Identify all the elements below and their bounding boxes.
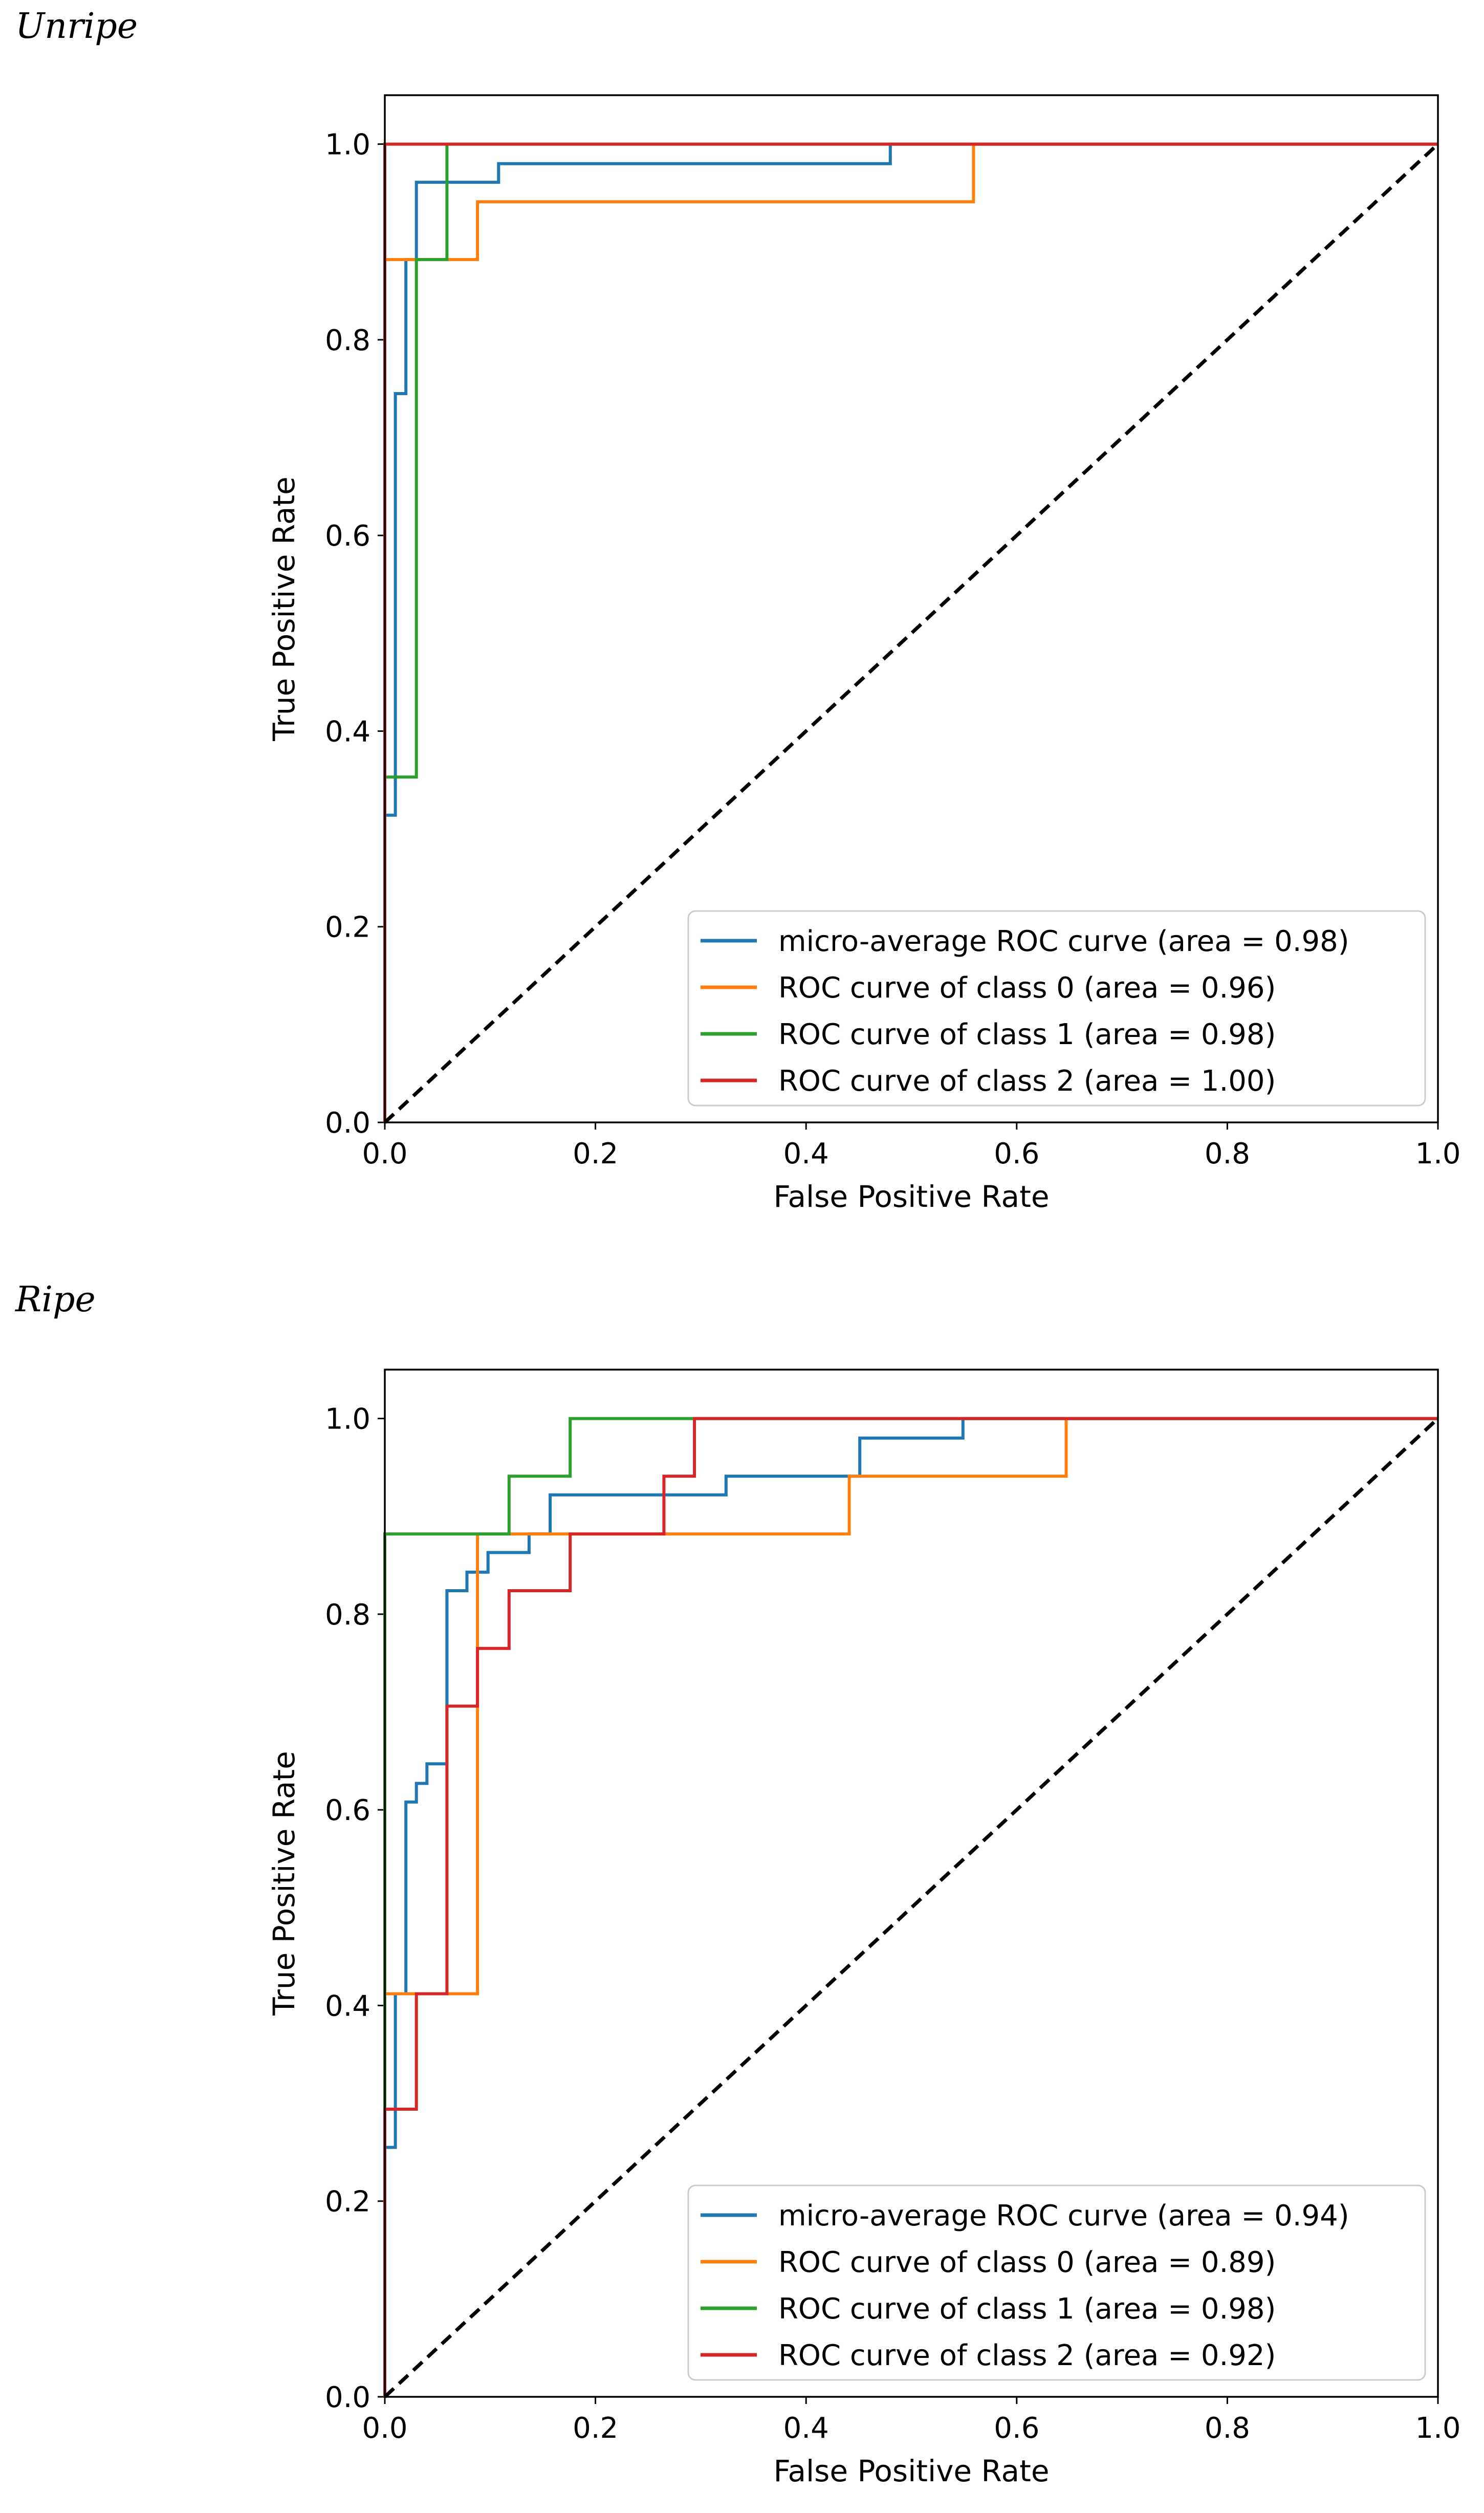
- y-tick-label: 0.8: [325, 324, 370, 357]
- x-tick-label: 0.2: [573, 1137, 618, 1171]
- chart-0-diagonal-line: [383, 143, 1438, 1124]
- chart-1-series-line-3: [383, 1417, 1438, 2397]
- y-tick-label: 0.0: [325, 1107, 370, 1140]
- legend-label: ROC curve of class 2 (area = 1.00): [778, 1065, 1276, 1098]
- x-tick-label: 0.0: [362, 2412, 407, 2445]
- x-tick-label: 0.6: [994, 1137, 1039, 1171]
- x-tick-label: 0.4: [783, 1137, 829, 1171]
- y-tick-label: 0.8: [325, 1598, 370, 1632]
- y-tick-label: 0.4: [325, 715, 370, 748]
- x-tick-label: 1.0: [1415, 1137, 1460, 1171]
- x-tick-label: 0.2: [573, 2412, 618, 2445]
- y-tick-label: 0.6: [325, 1794, 370, 1827]
- legend-box: [687, 910, 1426, 1107]
- y-tick-label: 0.0: [325, 2381, 370, 2414]
- y-tick-label: 0.2: [325, 911, 370, 944]
- x-tick-label: 0.8: [1205, 1137, 1250, 1171]
- chart-1-diagonal-line: [383, 1417, 1438, 2398]
- roc-chart-unripe: 0.0 0.2 0.4 0.6 0.8 1.0 0.0 0.2 0.4 0.6 0.8 1.0 Fals…: [267, 94, 1461, 1214]
- legend-box: [687, 2184, 1426, 2381]
- legend-label: micro-average ROC curve (area = 0.98): [778, 925, 1349, 958]
- panel-title-ripe: Ripe: [15, 1280, 96, 1320]
- y-tick-label: 1.0: [325, 1403, 370, 1436]
- y-axis-label: True Positive Rate: [267, 476, 301, 742]
- x-tick-label: 0.4: [783, 2412, 829, 2445]
- axes-frame: [384, 1369, 1439, 2398]
- legend-label: ROC curve of class 1 (area = 0.98): [778, 2292, 1276, 2326]
- y-tick-label: 0.4: [325, 1989, 370, 2023]
- x-axis-label: False Positive Rate: [773, 2454, 1049, 2488]
- axes-frame: [384, 94, 1439, 1123]
- legend-label: ROC curve of class 1 (area = 0.98): [778, 1018, 1276, 1051]
- y-tick-label: 0.6: [325, 519, 370, 553]
- y-tick-label: 1.0: [325, 128, 370, 162]
- legend-label: micro-average ROC curve (area = 0.94): [778, 2199, 1349, 2233]
- legend-label: ROC curve of class 0 (area = 0.89): [778, 2246, 1276, 2279]
- x-tick-label: 0.8: [1205, 2412, 1250, 2445]
- legend-label: ROC curve of class 2 (area = 0.92): [778, 2339, 1276, 2372]
- y-axis-label: True Positive Rate: [267, 1751, 301, 2016]
- chart-1-series-line-0: [383, 1417, 1438, 2397]
- legend-label: ROC curve of class 0 (area = 0.96): [778, 971, 1276, 1005]
- panel-title-unripe: Unripe: [15, 6, 138, 47]
- roc-chart-ripe: 0.0 0.2 0.4 0.6 0.8 1.0 0.0 0.2 0.4 0.6 0.8 1.0 Fals…: [267, 1369, 1461, 2488]
- y-tick-label: 0.2: [325, 2185, 370, 2219]
- x-tick-label: 0.0: [362, 1137, 407, 1171]
- x-tick-label: 0.6: [994, 2412, 1039, 2445]
- x-tick-label: 1.0: [1415, 2412, 1460, 2445]
- legend: micro-average ROC curve (area = 0.98) ROC…: [687, 910, 1426, 1107]
- legend: micro-average ROC curve (area = 0.94) ROC…: [687, 2184, 1426, 2381]
- x-axis-label: False Positive Rate: [773, 1179, 1049, 1214]
